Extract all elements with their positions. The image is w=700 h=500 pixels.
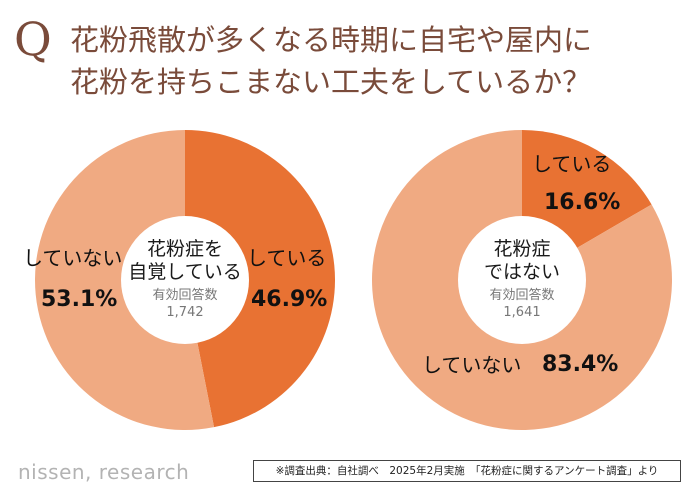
center-title-line2: 自覚している [128, 261, 242, 283]
nissen-research-logo: nissen, research [18, 460, 190, 484]
pie-chart-not-aware: 花粉症 ではない 有効回答数 1,641 している 16.6% していない 83… [372, 130, 672, 430]
center-title-line1: 花粉症 [493, 238, 551, 260]
source-note: ※調査出典：自社調べ 2025年2月実施 「花粉症に関するアンケート調査」より [253, 460, 681, 482]
slice-value-did: 16.6% [544, 190, 621, 215]
slice-value-did: 46.9% [251, 287, 328, 312]
slice-label-did: している [247, 246, 327, 270]
center-title-line1: 花粉症を [146, 238, 223, 260]
pie-chart-aware: 花粉症を 自覚している 有効回答数 1,742 している 46.9% していない… [23, 130, 335, 430]
slice-label-did-not: していない [23, 246, 123, 270]
slice-label-did: している [532, 152, 612, 176]
pie-chart-not-aware-svg [372, 130, 672, 430]
donut-center [121, 216, 249, 344]
center-title-line2: ではない [483, 261, 560, 283]
question-title-line1: 花粉飛散が多くなる時期に自宅や屋内に [70, 23, 593, 57]
base-count: 1,641 [503, 305, 541, 320]
slice-label-did-not: していない [422, 353, 522, 377]
pie-chart-aware-svg [35, 130, 335, 430]
question-title-line2: 花粉を持ちこまない工夫をしているか？ [70, 65, 592, 99]
base-label: 有効回答数 [152, 288, 218, 303]
q-mark: Q [14, 12, 52, 66]
base-count: 1,742 [166, 305, 204, 320]
base-label: 有効回答数 [489, 288, 555, 303]
slice-value-did-not: 83.4% [542, 352, 619, 377]
slice-did [185, 130, 335, 428]
question-header: Q 花粉飛散が多くなる時期に自宅や屋内に 花粉を持ちこまない工夫をしているか？ [14, 14, 694, 104]
slice-value-did-not: 53.1% [41, 287, 118, 312]
donut-center [458, 216, 586, 344]
